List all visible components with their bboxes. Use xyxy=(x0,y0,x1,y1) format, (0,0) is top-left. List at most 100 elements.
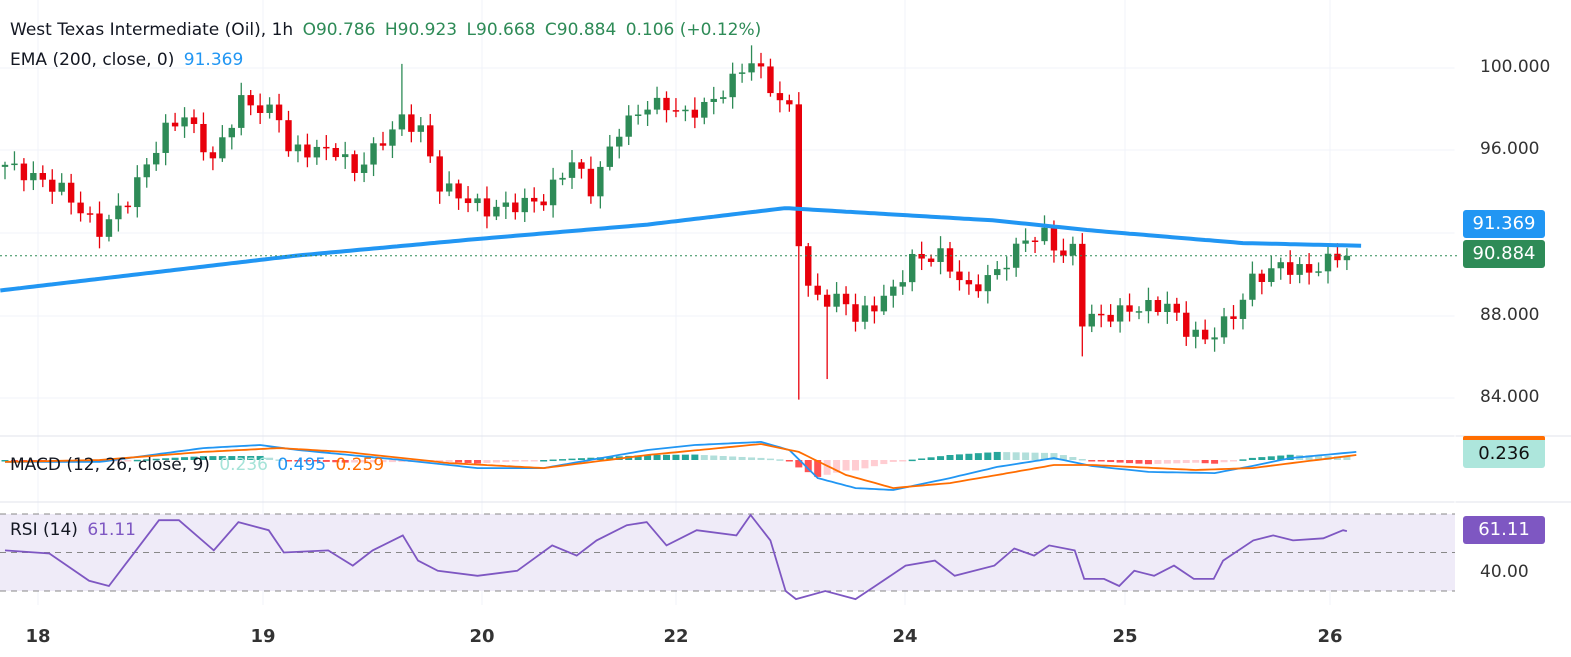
day-label: 18 xyxy=(25,626,51,647)
macd-hist-bar xyxy=(10,460,18,462)
macd-legend[interactable]: MACD (12, 26, close, 9) 0.236 0.495 0.25… xyxy=(10,455,388,475)
macd-hist-bar xyxy=(294,460,302,462)
macd-hist-bar xyxy=(540,460,548,462)
candle-body xyxy=(1287,262,1294,275)
candle-body xyxy=(786,100,793,105)
ohlc-change: 0.106 (+0.12%) xyxy=(625,20,762,40)
macd-hist-bar xyxy=(549,459,557,462)
macd-hist-bar xyxy=(332,460,340,463)
candle-body xyxy=(1088,313,1095,327)
candle-body xyxy=(1220,316,1228,338)
candle-body xyxy=(474,198,481,204)
symbol-title: West Texas Intermediate (Oil), 1h xyxy=(10,20,294,40)
macd-hist-bar xyxy=(568,458,576,461)
candle-body xyxy=(1258,273,1266,282)
macd-hist-bar xyxy=(1305,455,1313,460)
candle-body xyxy=(332,147,339,158)
macd-hist-value: 0.236 xyxy=(219,455,268,475)
macd-hist-bar xyxy=(370,460,378,463)
candle-body xyxy=(39,173,46,180)
macd-hist-bar xyxy=(1031,452,1039,460)
macd-hist-bar xyxy=(464,460,472,463)
macd-hist-bar xyxy=(417,460,425,462)
macd-hist-bar xyxy=(1022,452,1030,460)
candle-body xyxy=(1239,299,1247,319)
macd-hist-bar xyxy=(511,460,519,462)
macd-hist-bar xyxy=(445,460,453,462)
macd-hist-bar xyxy=(190,456,198,460)
candle-body xyxy=(247,95,254,106)
macd-hist-bar xyxy=(785,460,793,462)
candle-body xyxy=(77,202,84,214)
macd-hist-bar xyxy=(984,452,992,460)
macd-hist-bar xyxy=(303,460,311,462)
candle-body xyxy=(436,156,443,192)
macd-hist-bar xyxy=(1154,460,1162,464)
candle-body xyxy=(1079,243,1086,327)
macd-hist-bar xyxy=(852,460,859,471)
candle-body xyxy=(540,201,547,206)
macd-hist-bar xyxy=(1088,460,1096,462)
candle-body xyxy=(691,109,699,118)
candle-body xyxy=(1230,316,1237,319)
ema-value: 91.369 xyxy=(183,50,244,70)
candle-body xyxy=(682,109,689,112)
candle-body xyxy=(342,154,349,158)
candle-body xyxy=(360,164,368,173)
candle-body xyxy=(738,72,746,74)
candle-body xyxy=(228,127,235,138)
macd-hist-bar xyxy=(1050,453,1058,460)
candle-body xyxy=(1173,303,1180,313)
macd-hist-bar xyxy=(388,460,396,463)
candle-body xyxy=(861,305,869,322)
macd-hist-bar xyxy=(199,456,207,460)
candle-body xyxy=(1116,305,1124,322)
macd-hist-bar xyxy=(379,460,387,463)
candle-body xyxy=(814,285,821,295)
candle-body xyxy=(493,206,500,217)
macd-hist-bar xyxy=(1003,452,1011,460)
candle-body xyxy=(946,248,954,272)
candle-body xyxy=(1249,273,1256,300)
ema-legend[interactable]: EMA (200, close, 0) 91.369 xyxy=(10,50,247,70)
candle-body xyxy=(1164,303,1171,312)
macd-hist-bar xyxy=(521,460,529,462)
macd-hist-bar xyxy=(965,453,973,460)
day-label: 20 xyxy=(469,626,495,647)
macd-hist-bar xyxy=(1116,460,1124,463)
macd-hist-bar xyxy=(1315,455,1323,460)
macd-hist-bar xyxy=(162,458,170,460)
day-label: 24 xyxy=(892,626,918,647)
candle-body xyxy=(58,182,65,192)
candle-body xyxy=(899,282,906,287)
candle-body xyxy=(266,104,273,113)
rsi-legend[interactable]: RSI (14) 61.11 xyxy=(10,520,140,540)
candle-body xyxy=(880,295,888,312)
candle-body xyxy=(171,122,179,127)
candle-body xyxy=(1192,329,1199,337)
macd-hist-bar xyxy=(455,460,463,463)
candle-body xyxy=(275,104,283,121)
candle-body xyxy=(710,98,717,102)
macd-hist-bar xyxy=(861,460,869,469)
signal-line xyxy=(4,443,1357,490)
macd-hist-bar xyxy=(870,460,878,467)
macd-hist-bar xyxy=(766,458,774,461)
macd-hist-bar xyxy=(398,460,406,462)
macd-hist-bar xyxy=(691,454,699,460)
macd-hist-bar xyxy=(1192,460,1200,463)
macd-hist-bar xyxy=(700,455,708,460)
price-tick: 96.000 xyxy=(1480,139,1540,159)
candle-body xyxy=(597,166,604,197)
candle-body xyxy=(748,63,755,73)
candle-body xyxy=(1296,264,1303,275)
candle-body xyxy=(124,205,132,208)
macd-hist-bar xyxy=(360,460,368,463)
candle-body xyxy=(701,101,708,118)
rsi-value: 61.11 xyxy=(87,520,136,540)
candle-body xyxy=(389,129,396,146)
candle-body xyxy=(975,284,982,292)
macd-hist-bar xyxy=(889,460,897,462)
macd-hist-bar xyxy=(955,454,963,460)
